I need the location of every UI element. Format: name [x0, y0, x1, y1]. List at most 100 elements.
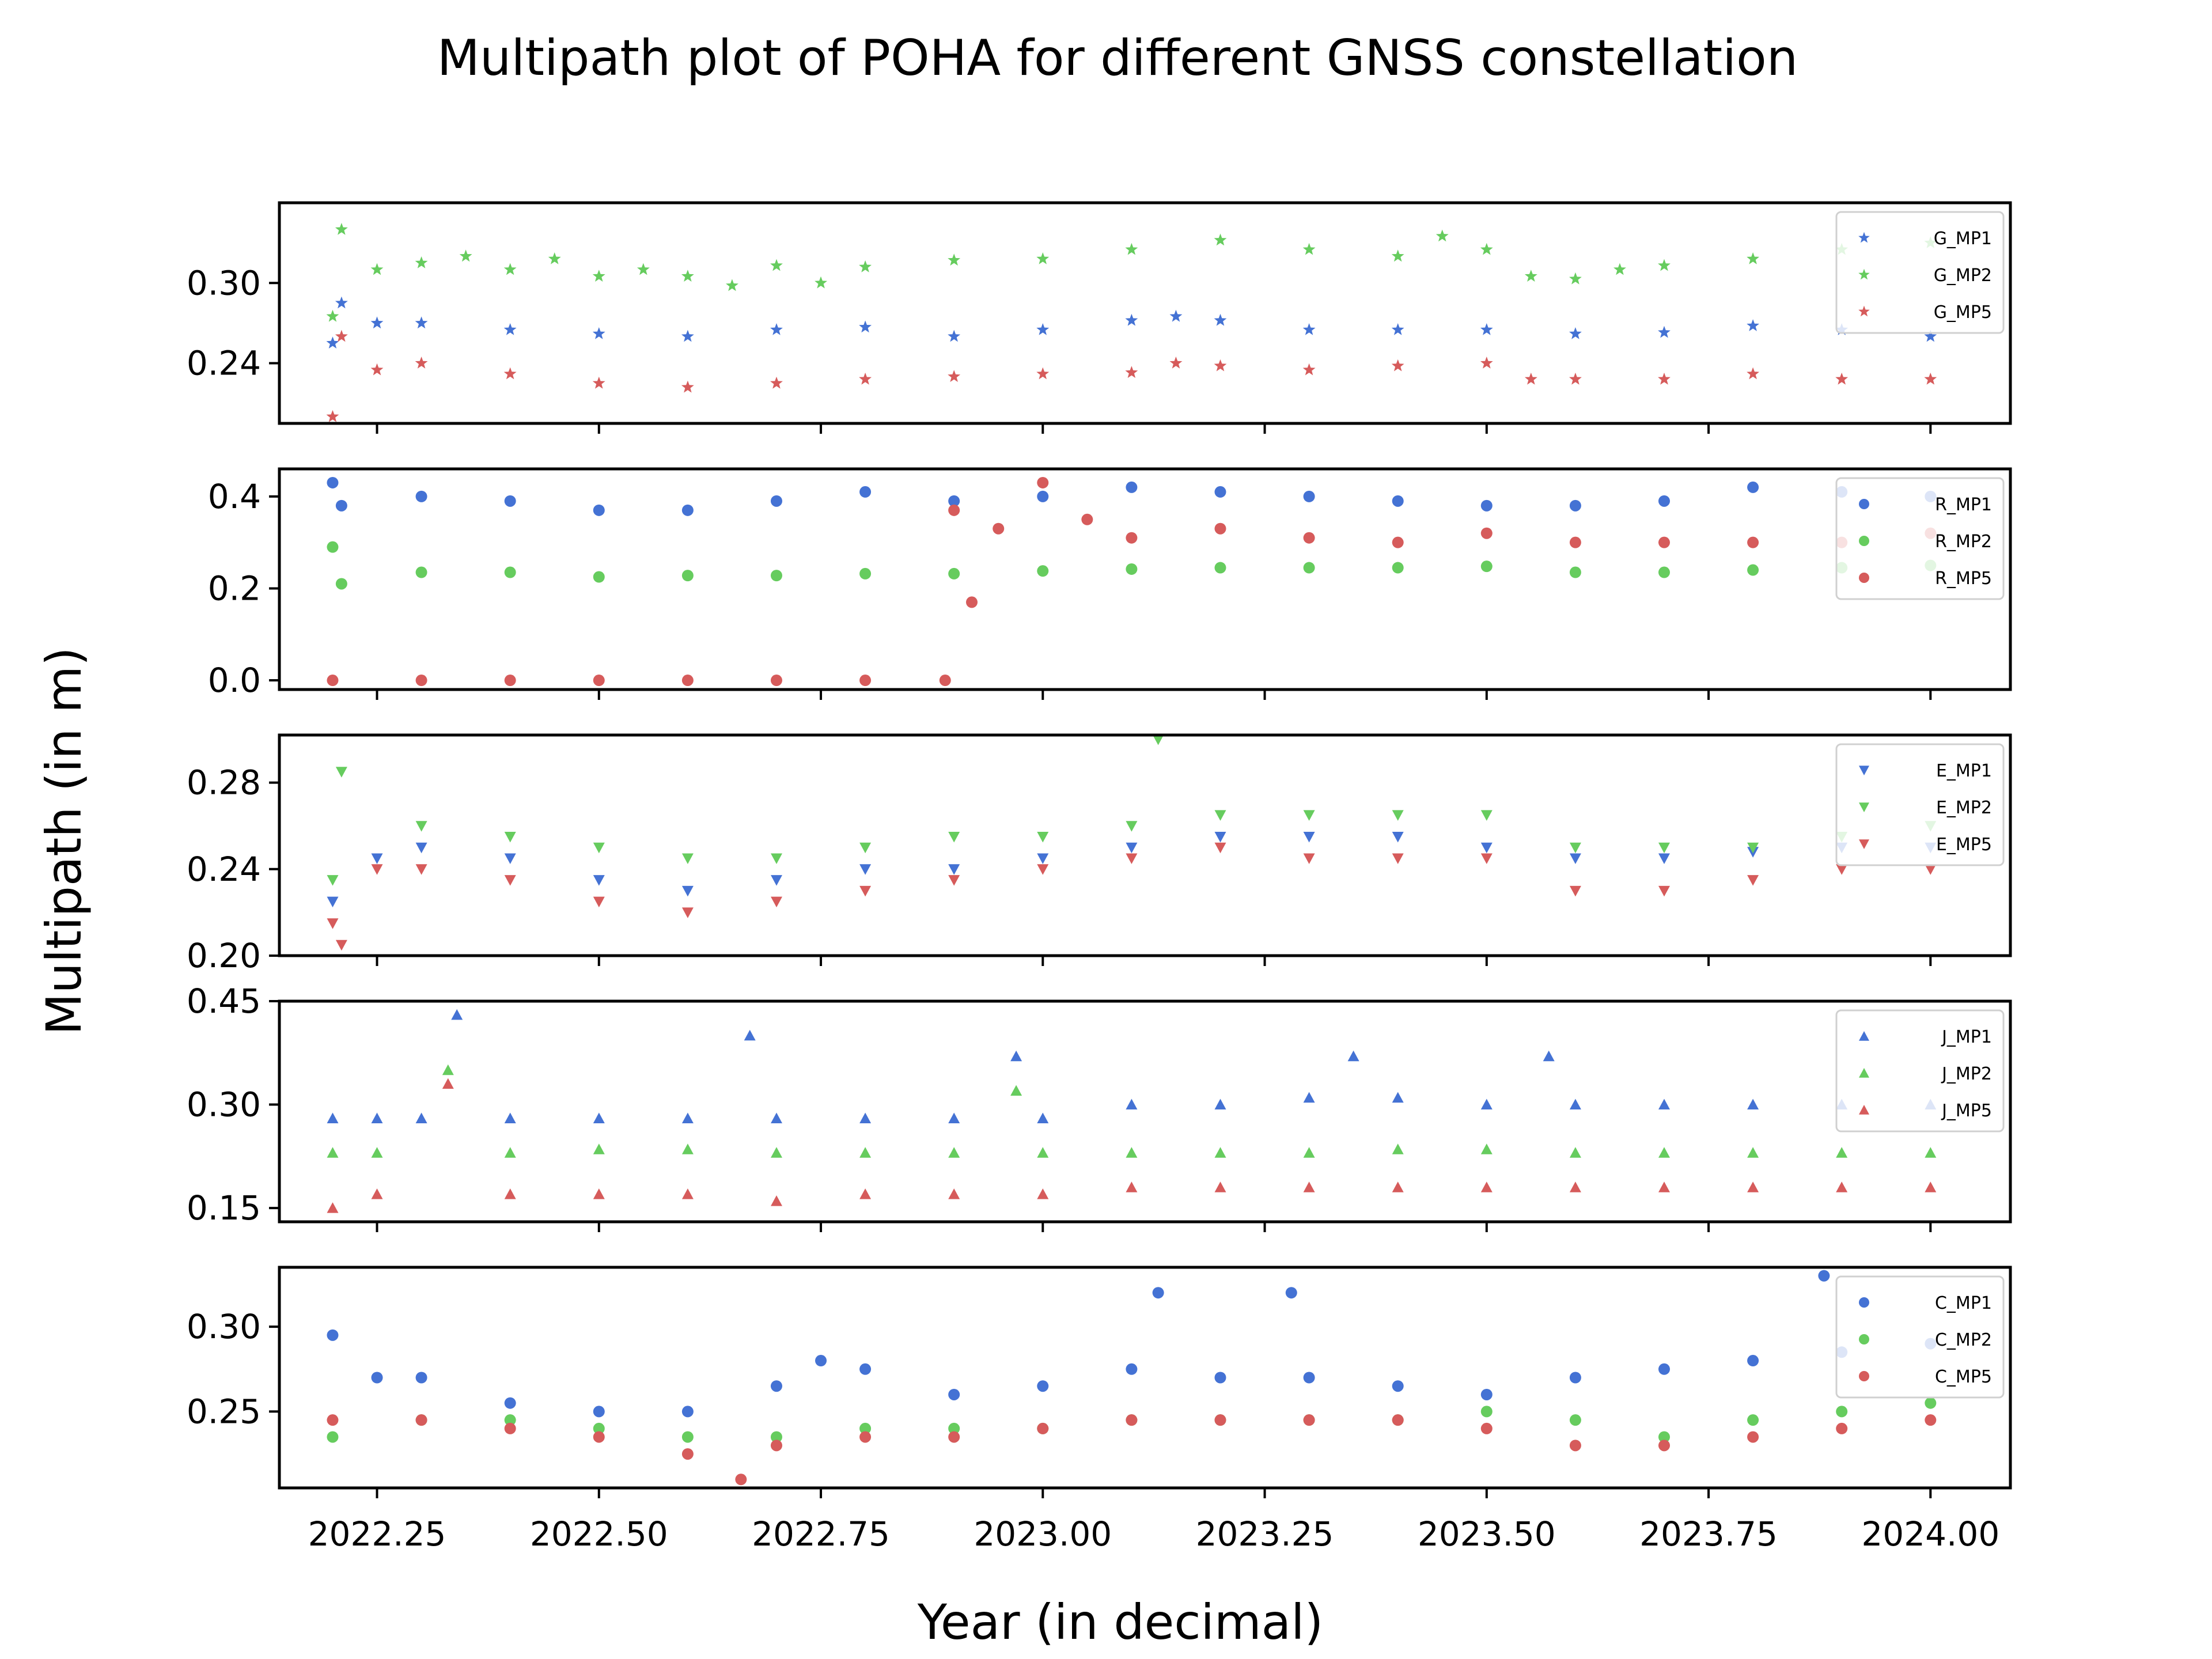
legend-label: R_MP1	[1935, 495, 1992, 515]
y-tick-label: 0.4	[208, 477, 261, 516]
data-point	[681, 1431, 694, 1443]
data-point	[326, 336, 339, 349]
data-point	[637, 263, 650, 275]
series-g_mp2	[326, 222, 1937, 322]
data-point	[370, 263, 384, 275]
data-point	[1214, 1099, 1226, 1109]
data-point	[503, 263, 517, 275]
data-point	[1126, 821, 1138, 832]
data-point	[1392, 1380, 1404, 1392]
data-point	[1747, 1355, 1759, 1367]
data-point	[726, 279, 738, 291]
data-point	[681, 504, 694, 516]
data-point	[948, 1422, 960, 1434]
data-point	[681, 1406, 694, 1418]
data-point	[504, 1414, 516, 1426]
data-point	[1169, 357, 1183, 369]
data-point	[859, 320, 872, 333]
data-point	[415, 490, 427, 502]
data-point	[370, 363, 384, 376]
data-point	[504, 1112, 516, 1123]
legend: E_MP1 E_MP2 E_MP5	[1835, 743, 2005, 866]
data-point	[1125, 366, 1138, 378]
data-point	[1569, 566, 1581, 578]
data-point	[770, 495, 782, 507]
data-point	[1658, 259, 1671, 271]
data-point	[770, 259, 783, 271]
data-point	[1524, 372, 1537, 385]
data-point	[593, 1406, 605, 1418]
data-point	[681, 1448, 694, 1460]
data-point	[1392, 536, 1404, 548]
data-point	[335, 767, 347, 778]
data-point	[948, 1388, 960, 1400]
data-point	[327, 476, 339, 488]
data-point	[593, 1143, 605, 1154]
data-point	[1153, 735, 1164, 745]
data-point	[1747, 564, 1759, 576]
data-point	[1569, 327, 1582, 339]
panel-frame	[278, 467, 2012, 691]
data-point	[327, 1147, 339, 1158]
data-point	[1125, 313, 1138, 326]
legend-label: E_MP2	[1936, 798, 1992, 818]
y-tick-label: 0.28	[187, 763, 261, 802]
y-tick-label: 0.30	[187, 263, 261, 302]
data-point	[335, 329, 348, 342]
data-point	[327, 918, 339, 929]
data-point	[593, 504, 605, 516]
data-point	[1285, 1287, 1297, 1299]
data-point	[593, 842, 605, 854]
data-point	[681, 885, 694, 897]
data-point	[948, 567, 960, 579]
data-point	[1818, 1270, 1830, 1282]
data-point	[1480, 1388, 1493, 1400]
data-point	[948, 329, 961, 342]
data-point	[415, 566, 427, 578]
data-point	[1037, 864, 1049, 875]
data-point	[1036, 323, 1050, 335]
data-point	[948, 1147, 960, 1158]
data-point	[1036, 367, 1050, 380]
data-point	[371, 1147, 383, 1158]
x-tick-label: 2022.25	[308, 1514, 446, 1554]
data-point	[1126, 532, 1138, 544]
legend-label: R_MP5	[1935, 569, 1992, 589]
data-point	[770, 675, 782, 687]
data-point	[1037, 1422, 1049, 1434]
data-point	[415, 1414, 427, 1426]
y-tick-label: 0.30	[187, 1085, 261, 1124]
data-point	[1747, 1414, 1759, 1426]
legend-box	[1835, 477, 2005, 600]
data-point	[1392, 495, 1404, 507]
data-point	[771, 896, 782, 908]
data-point	[1747, 1431, 1759, 1443]
data-point	[451, 1009, 463, 1020]
data-point	[335, 578, 347, 590]
data-point	[415, 1372, 427, 1384]
data-point	[335, 222, 348, 235]
data-point	[504, 875, 516, 886]
data-point	[744, 1029, 756, 1041]
data-point	[1747, 1181, 1759, 1192]
data-point	[327, 875, 339, 886]
data-point	[1214, 1181, 1226, 1192]
data-point	[939, 675, 951, 687]
data-point	[1480, 1181, 1493, 1192]
data-point	[948, 1431, 960, 1443]
legend-label: G_MP2	[1934, 266, 1992, 286]
data-point	[859, 260, 872, 272]
data-point	[1925, 1397, 1937, 1409]
data-point	[504, 675, 516, 687]
data-point	[859, 1431, 872, 1443]
data-point	[948, 1112, 960, 1123]
legend-marker	[1859, 802, 1869, 812]
data-point	[1747, 1099, 1759, 1109]
data-point	[415, 864, 427, 875]
data-point	[681, 1143, 694, 1154]
data-point	[1435, 229, 1449, 242]
data-point	[1747, 367, 1759, 380]
data-point	[1747, 1147, 1759, 1158]
data-point	[1480, 499, 1493, 512]
data-point	[1480, 357, 1493, 369]
